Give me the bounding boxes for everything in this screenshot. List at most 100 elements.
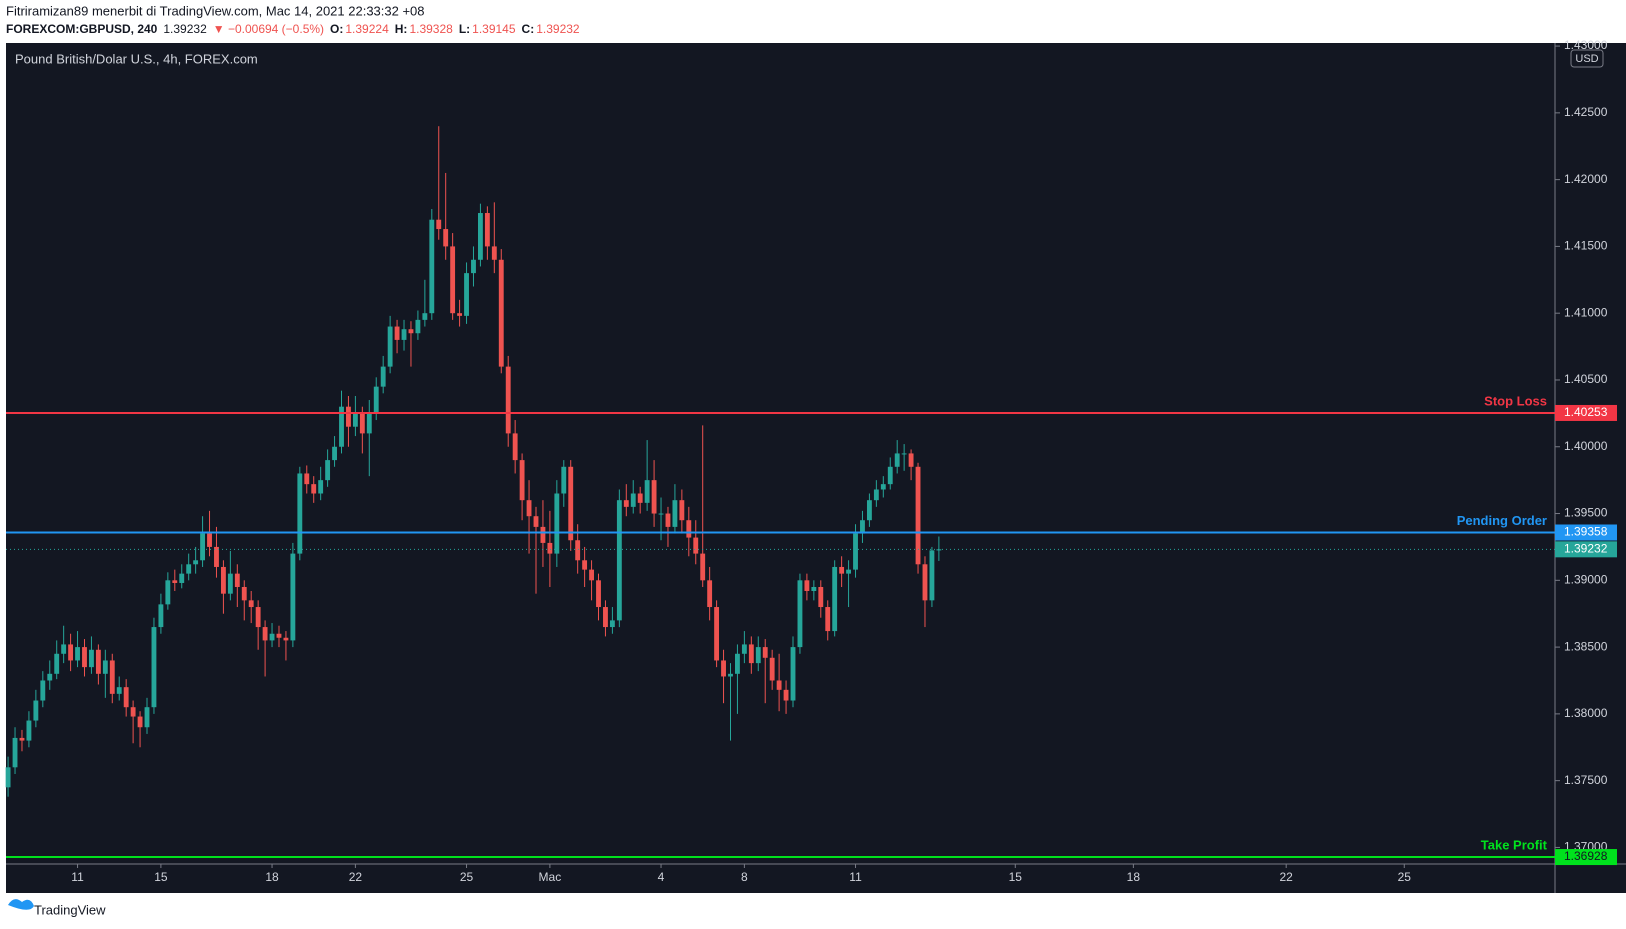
candle-body <box>568 466 574 541</box>
legend-symbol: FOREXCOM:GBPUSD, 240 <box>6 22 158 36</box>
candle-body <box>172 580 178 583</box>
x-tick-label: Mac <box>539 870 562 884</box>
legend-c-label: C: <box>522 22 535 36</box>
candle-body <box>846 569 852 574</box>
candle-body <box>332 446 337 461</box>
candle-body <box>783 689 789 701</box>
candle-body <box>290 553 296 641</box>
y-tick-label: 1.40000 <box>1564 439 1608 453</box>
candle-body <box>554 493 560 554</box>
candle-body <box>679 500 685 521</box>
candle-body <box>804 580 810 592</box>
candle-body <box>707 580 713 608</box>
candle-body <box>102 660 108 674</box>
legend-l: 1.39145 <box>472 22 516 36</box>
candle-body <box>311 484 317 494</box>
candle-body <box>450 246 456 314</box>
candle-body <box>457 313 463 316</box>
candle-body <box>207 533 212 547</box>
candle-body <box>776 680 782 690</box>
last-price-badge <box>1555 541 1617 558</box>
candle-body <box>165 580 171 605</box>
candle-body <box>735 653 740 674</box>
x-tick-label: 18 <box>265 870 279 884</box>
candle-body <box>471 259 476 274</box>
legend-c: 1.39232 <box>536 22 580 36</box>
candle-body <box>123 687 129 708</box>
time-axis <box>6 864 1555 893</box>
candle-body <box>443 229 449 247</box>
x-tick-label: 22 <box>349 870 363 884</box>
candle-body <box>346 406 351 427</box>
candle-body <box>873 489 879 501</box>
candle-body <box>325 460 331 481</box>
candle-body <box>484 213 490 247</box>
candle-body <box>693 537 699 554</box>
level-value: 1.40253 <box>1564 405 1608 419</box>
candle-body <box>283 637 289 641</box>
level-badge <box>1555 849 1617 866</box>
candle-body <box>797 580 803 648</box>
candle-body <box>380 366 386 387</box>
logo-icon <box>8 899 34 910</box>
candle-body <box>130 707 136 717</box>
y-tick-label: 1.40500 <box>1564 372 1608 386</box>
candle-body <box>762 647 768 658</box>
level-badge <box>1555 404 1617 421</box>
candle-body <box>186 564 192 574</box>
x-tick-label: 18 <box>1127 870 1141 884</box>
candle-body <box>526 500 532 517</box>
candle-body <box>853 533 858 570</box>
candle-body <box>248 600 254 608</box>
legend-l-label: L: <box>459 22 470 36</box>
author: Fitriramizan89 menerbit di TradingView.c… <box>6 3 425 18</box>
candle-body <box>894 453 900 467</box>
candle-body <box>95 649 101 674</box>
candle-body <box>561 466 567 494</box>
candle-body <box>790 647 796 701</box>
last-price-label: 1.39232 <box>1564 542 1608 556</box>
legend-h: 1.39328 <box>409 22 453 36</box>
candle-body <box>158 604 164 628</box>
y-tick-label: 1.42500 <box>1564 105 1608 119</box>
candle-body <box>477 213 483 260</box>
candle-body <box>658 513 664 515</box>
candle-body <box>234 573 240 587</box>
candle-body <box>109 660 115 694</box>
candle-body <box>422 313 428 320</box>
candle-body <box>609 620 615 628</box>
candle-body <box>825 607 831 632</box>
y-tick-label: 1.43000 <box>1564 38 1608 52</box>
candle-body <box>519 460 525 501</box>
candle-body <box>241 586 247 601</box>
candle-body <box>721 660 726 677</box>
candle-body <box>415 319 421 334</box>
candle-body <box>68 644 74 661</box>
x-tick-label: 22 <box>1280 870 1294 884</box>
candle-body <box>880 484 886 490</box>
candle-body <box>276 633 282 638</box>
currency-badge <box>1570 49 1604 68</box>
y-tick-label: 1.37500 <box>1564 773 1608 787</box>
y-tick-label: 1.39500 <box>1564 506 1608 520</box>
candle-body <box>54 653 60 674</box>
candle-body <box>832 566 838 632</box>
candle-body <box>540 526 546 543</box>
level-value: 1.36928 <box>1564 849 1608 863</box>
level-name: Pending Order <box>1457 513 1547 528</box>
candle-body <box>755 647 761 664</box>
candle-body <box>929 550 935 601</box>
candle-body <box>637 493 643 503</box>
candle-body <box>89 649 94 668</box>
candle-body <box>75 647 80 661</box>
legend-h-label: H: <box>395 22 408 36</box>
candle-body <box>387 326 393 367</box>
candle-body <box>665 513 671 527</box>
candle-body <box>408 329 414 334</box>
x-tick-label: 11 <box>71 870 84 884</box>
candle-body <box>436 219 442 230</box>
candle-body <box>728 673 733 677</box>
candle-body <box>616 500 622 621</box>
candle-body <box>866 500 872 521</box>
candle-body <box>401 329 407 340</box>
